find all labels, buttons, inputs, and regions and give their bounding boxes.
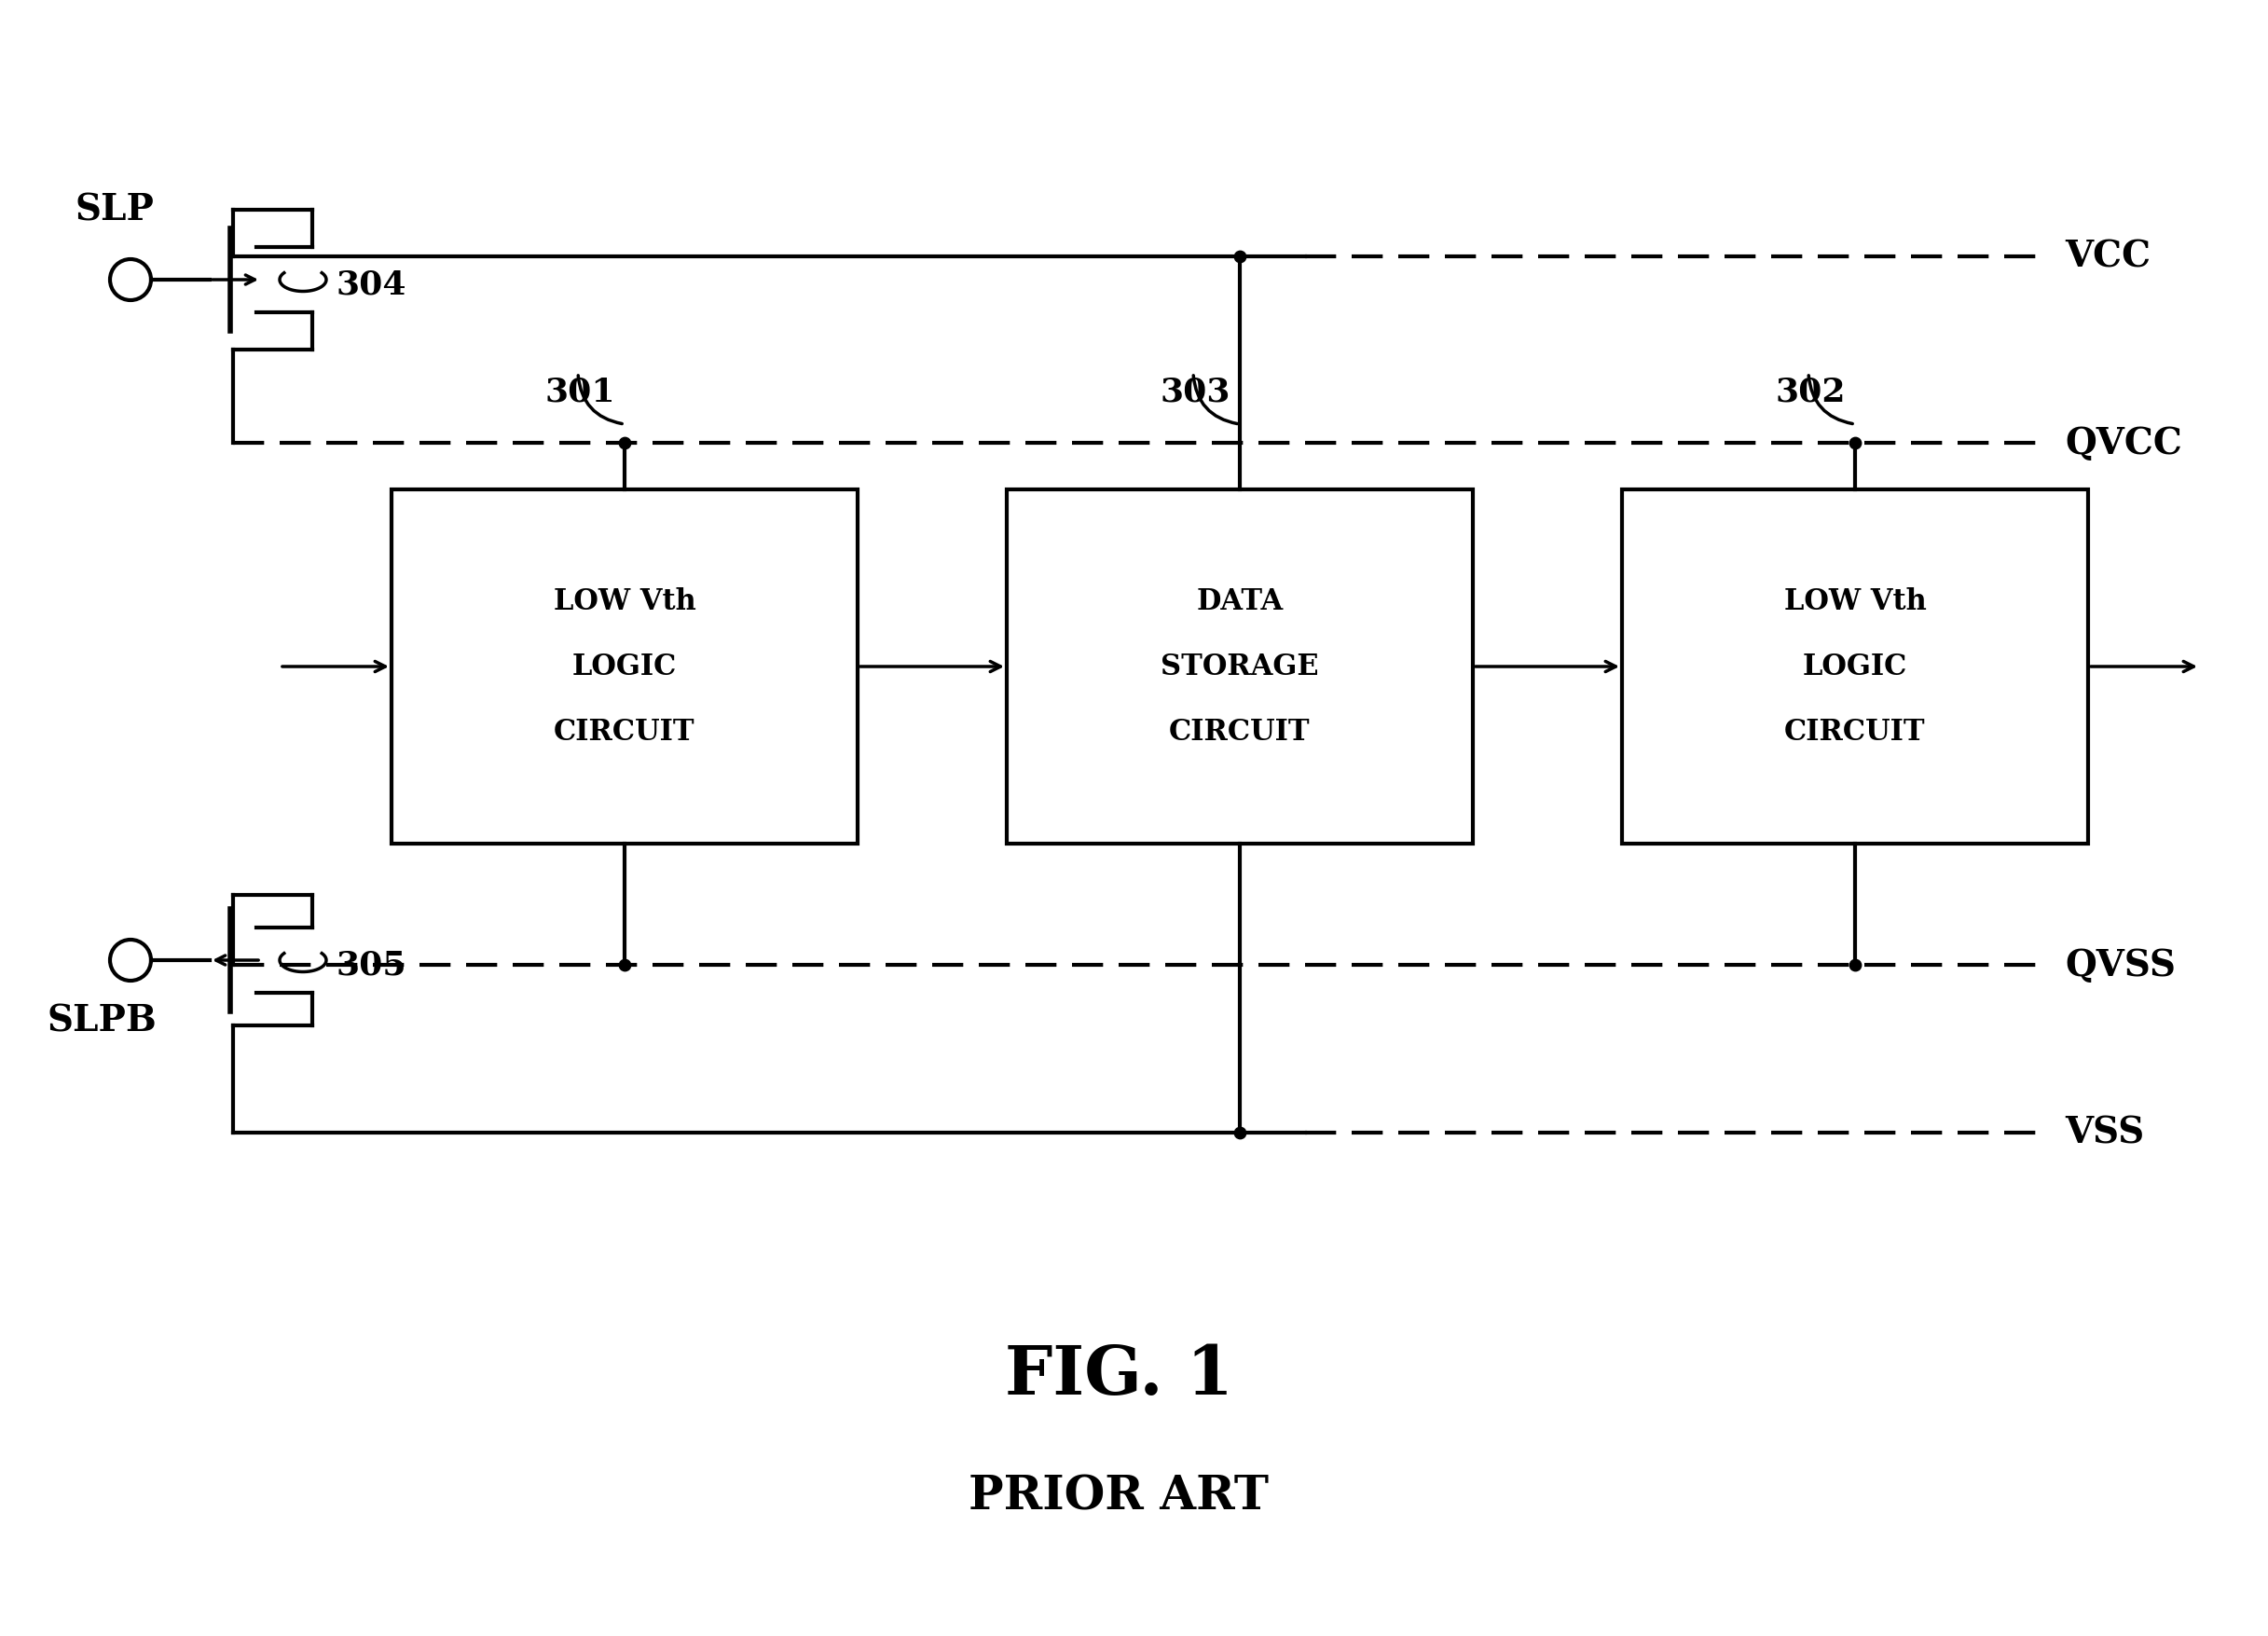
Text: LOGIC: LOGIC	[572, 653, 676, 682]
Text: 304: 304	[336, 270, 406, 301]
Text: CIRCUIT: CIRCUIT	[1168, 718, 1311, 746]
Text: CIRCUIT: CIRCUIT	[553, 718, 696, 746]
Text: VSS: VSS	[2064, 1116, 2143, 1150]
Text: FIG. 1: FIG. 1	[1005, 1342, 1234, 1409]
Text: STORAGE: STORAGE	[1161, 653, 1320, 682]
Point	[1837, 952, 1873, 978]
Text: VCC: VCC	[2064, 239, 2150, 275]
FancyBboxPatch shape	[1622, 491, 2089, 844]
Text: 302: 302	[1776, 376, 1846, 407]
FancyBboxPatch shape	[1007, 491, 1472, 844]
Text: CIRCUIT: CIRCUIT	[1785, 718, 1926, 746]
Text: LOW Vth: LOW Vth	[1785, 587, 1926, 617]
Point	[1222, 1119, 1259, 1145]
Text: LOGIC: LOGIC	[1803, 653, 1907, 682]
Text: QVSS: QVSS	[2064, 947, 2175, 983]
Text: QVCC: QVCC	[2064, 425, 2182, 461]
FancyBboxPatch shape	[392, 491, 857, 844]
Point	[1837, 430, 1873, 456]
Text: LOW Vth: LOW Vth	[553, 587, 696, 617]
Point	[606, 430, 642, 456]
Text: SLP: SLP	[75, 193, 154, 229]
Text: DATA: DATA	[1198, 587, 1284, 617]
Text: SLPB: SLPB	[48, 1003, 156, 1039]
Text: 301: 301	[544, 376, 615, 407]
Point	[606, 952, 642, 978]
Text: 303: 303	[1161, 376, 1232, 407]
Text: 305: 305	[336, 949, 406, 982]
Text: PRIOR ART: PRIOR ART	[968, 1474, 1268, 1520]
Point	[1222, 244, 1259, 270]
